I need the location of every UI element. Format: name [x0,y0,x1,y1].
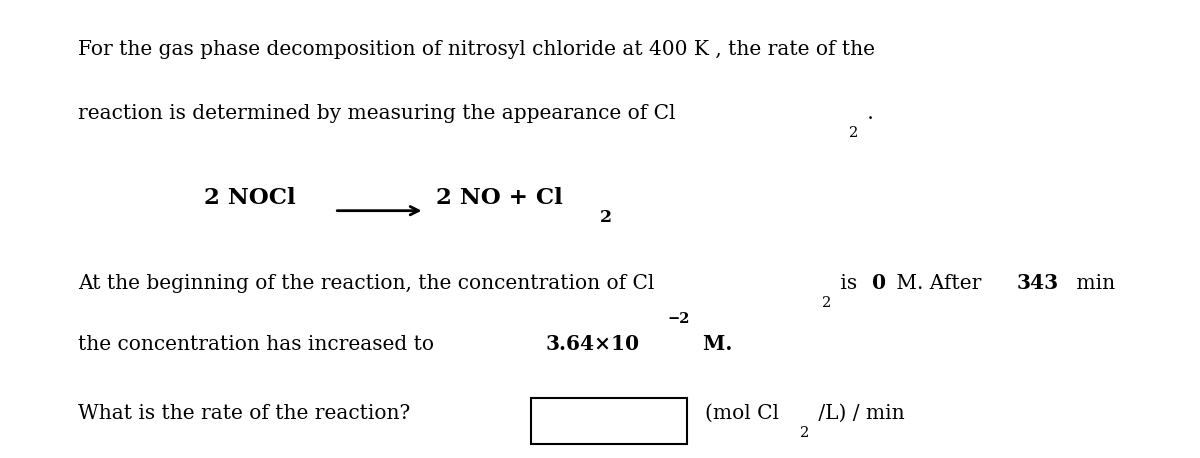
Text: M.: M. [696,334,732,354]
Text: 2: 2 [800,426,810,441]
Text: 0: 0 [871,273,886,293]
Text: 3.64×10: 3.64×10 [546,334,640,354]
Text: −2: −2 [667,312,690,326]
Text: 2 NOCl: 2 NOCl [204,187,295,209]
Text: 2: 2 [848,126,858,141]
Text: What is the rate of the reaction?: What is the rate of the reaction? [78,404,410,423]
Text: is: is [834,273,863,293]
Text: 343: 343 [1016,273,1058,293]
Text: reaction is determined by measuring the appearance of Cl: reaction is determined by measuring the … [78,104,676,123]
Text: At the beginning of the reaction, the concentration of Cl: At the beginning of the reaction, the co… [78,273,654,293]
Text: min: min [1070,273,1116,293]
Text: 2 NO + Cl: 2 NO + Cl [437,187,563,209]
Text: For the gas phase decomposition of nitrosyl chloride at 400 K , the rate of the: For the gas phase decomposition of nitro… [78,40,875,59]
Text: M. After: M. After [890,273,988,293]
Text: 2: 2 [822,296,830,310]
Text: (mol Cl: (mol Cl [704,404,779,423]
Text: .: . [860,104,874,123]
Text: 2: 2 [600,209,612,226]
FancyBboxPatch shape [530,398,686,444]
Text: /L) / min: /L) / min [812,404,905,423]
Text: the concentration has increased to: the concentration has increased to [78,335,440,354]
